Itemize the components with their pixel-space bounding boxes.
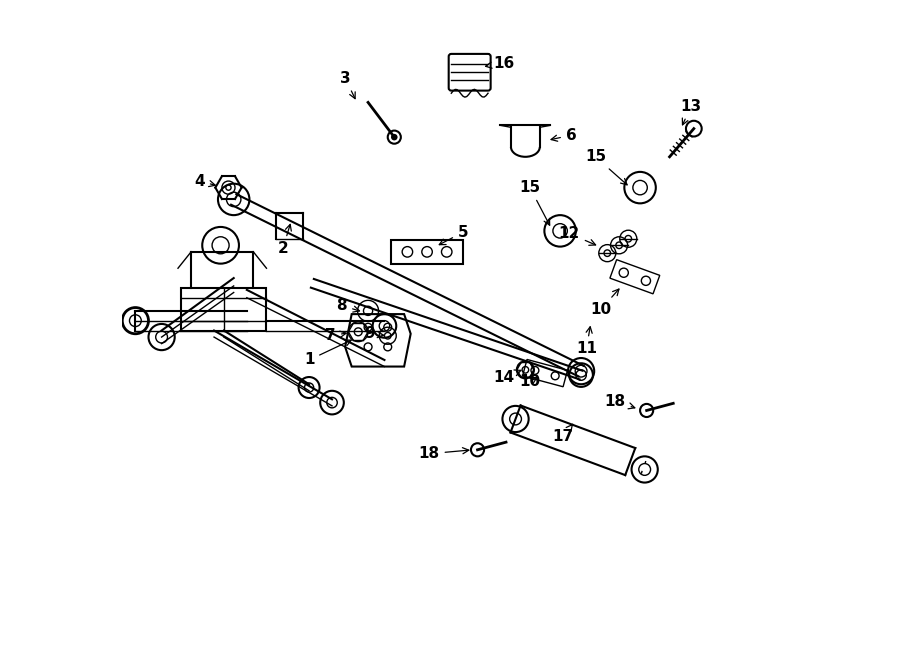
Circle shape (686, 121, 702, 136)
Text: 16: 16 (486, 56, 515, 71)
Text: 6: 6 (551, 128, 577, 143)
Text: 9: 9 (364, 327, 383, 341)
Text: 17: 17 (553, 424, 573, 444)
Circle shape (391, 134, 398, 140)
Text: 4: 4 (194, 174, 215, 188)
Text: 8: 8 (337, 298, 359, 313)
Text: 2: 2 (277, 224, 292, 256)
Text: 5: 5 (439, 225, 468, 245)
Text: 10: 10 (590, 289, 619, 317)
Text: 10: 10 (519, 374, 541, 389)
Text: 15: 15 (519, 180, 550, 225)
Circle shape (640, 404, 653, 417)
Text: 13: 13 (680, 99, 702, 125)
Text: 1: 1 (304, 340, 351, 368)
Circle shape (388, 131, 400, 143)
Text: 12: 12 (559, 226, 596, 245)
Text: 3: 3 (340, 71, 356, 98)
Text: 7: 7 (326, 329, 346, 343)
Circle shape (471, 444, 484, 456)
Text: 18: 18 (418, 446, 469, 461)
Text: 11: 11 (576, 327, 597, 356)
Text: 18: 18 (605, 394, 634, 408)
Text: 14: 14 (493, 370, 521, 385)
Text: 15: 15 (585, 149, 627, 185)
